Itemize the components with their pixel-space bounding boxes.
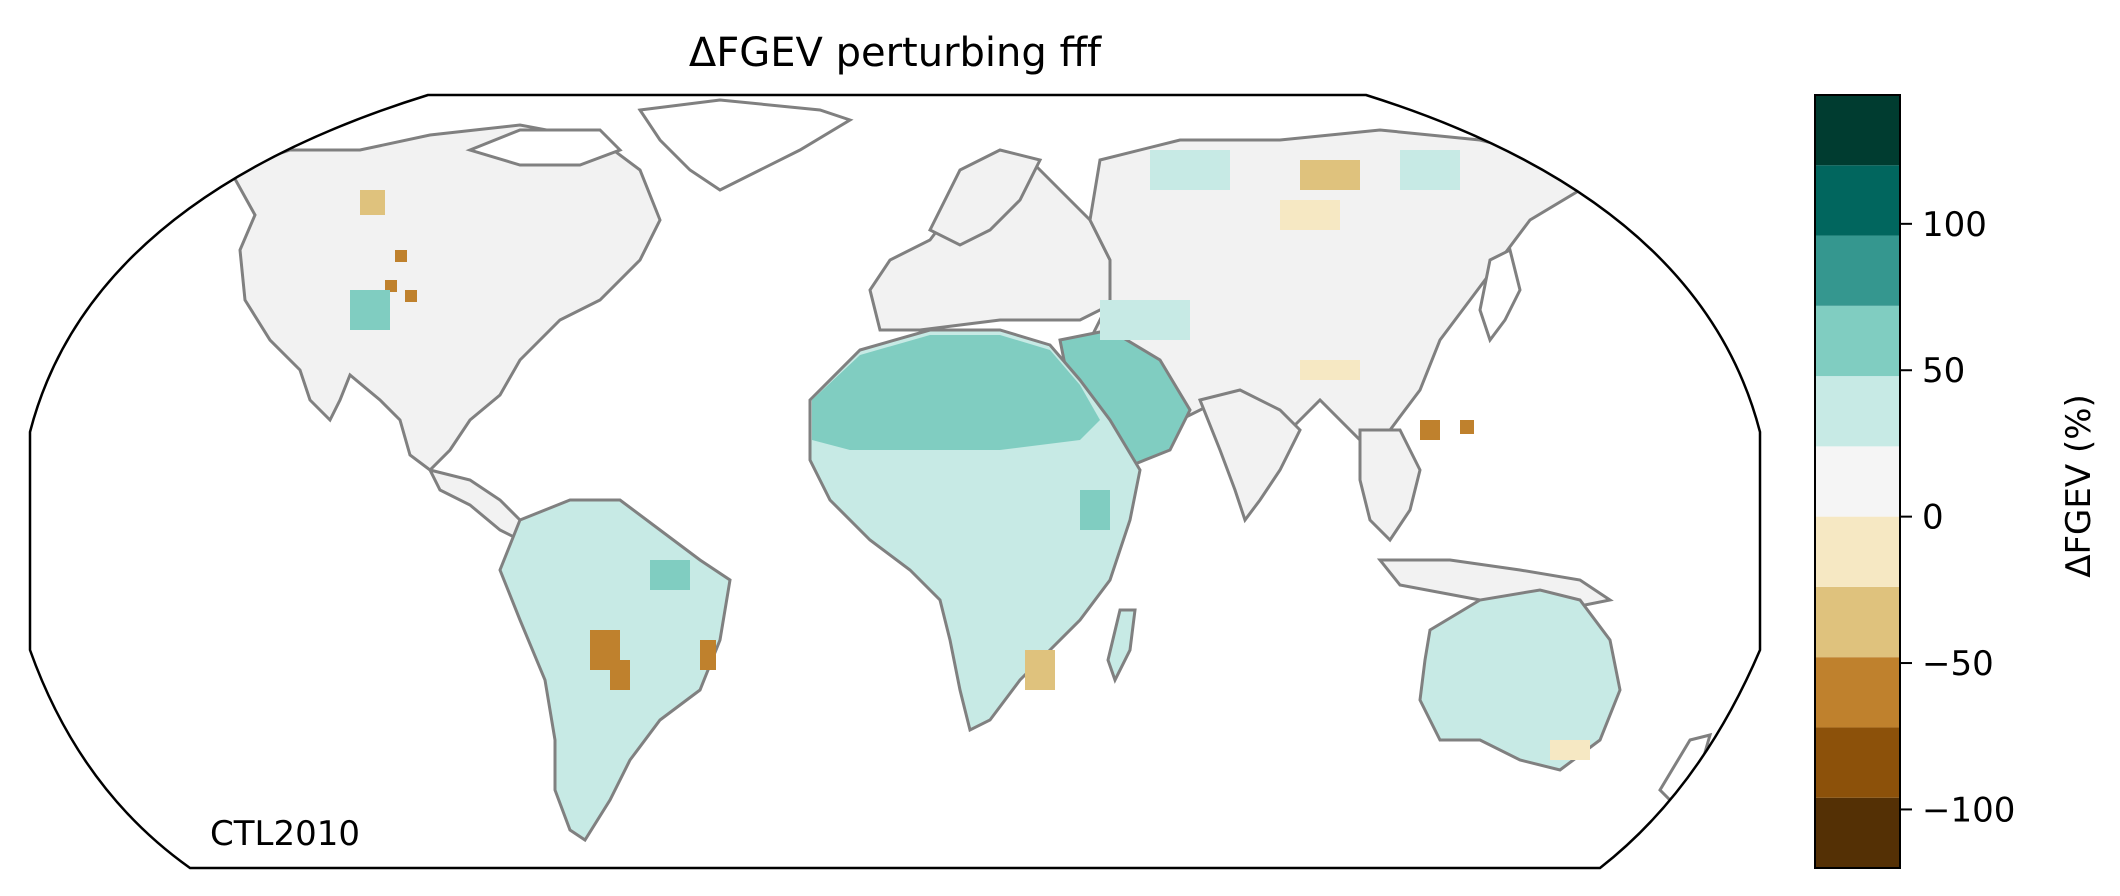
colorbar-tick-label: 0 <box>1922 498 1944 538</box>
map-title: ΔFGEV perturbing fff <box>689 30 1102 76</box>
anomaly-patches <box>350 150 1590 760</box>
colorbar-label: ΔFGEV (%) <box>2059 394 2099 578</box>
colorbar: 100 50 0 −50 −100 <box>1814 94 2015 869</box>
colorbar-tick-label: 100 <box>1922 205 1987 245</box>
land-madagascar <box>1106 608 1137 684</box>
land-new-zealand <box>1658 732 1713 803</box>
scenario-label: CTL2010 <box>210 814 360 854</box>
map-boundary <box>28 93 1762 870</box>
land-scandinavia <box>927 148 1043 247</box>
colorbar-bin <box>1815 376 1900 447</box>
colorbar-bin <box>1815 797 1900 868</box>
colorbar-bin <box>1815 586 1900 658</box>
colorbar-bin <box>1815 516 1900 587</box>
land-japan <box>1478 247 1522 344</box>
colorbar-bin <box>1815 305 1900 377</box>
land-sahara-band <box>812 335 1100 450</box>
colorbar-tick-label: −50 <box>1922 644 1994 684</box>
land-north-america <box>227 123 662 472</box>
colorbar-bin <box>1815 446 1900 517</box>
world-map <box>28 93 1762 870</box>
colorbar-bin <box>1815 727 1900 798</box>
colorbar-frame <box>1814 94 1901 869</box>
colorbar-bin <box>1815 165 1900 236</box>
colorbar-bin <box>1815 657 1900 728</box>
land-india <box>1197 388 1302 524</box>
colorbar-tick-label: 50 <box>1922 351 1965 391</box>
colorbar-bin <box>1815 235 1900 306</box>
land-southeast-asia <box>1358 428 1422 543</box>
land-arctic-islands <box>465 128 623 167</box>
land-greenland <box>637 98 854 192</box>
colorbar-tick-label: −100 <box>1922 790 2015 830</box>
colorbar-bin <box>1815 95 1900 166</box>
land-layer <box>227 98 1713 843</box>
